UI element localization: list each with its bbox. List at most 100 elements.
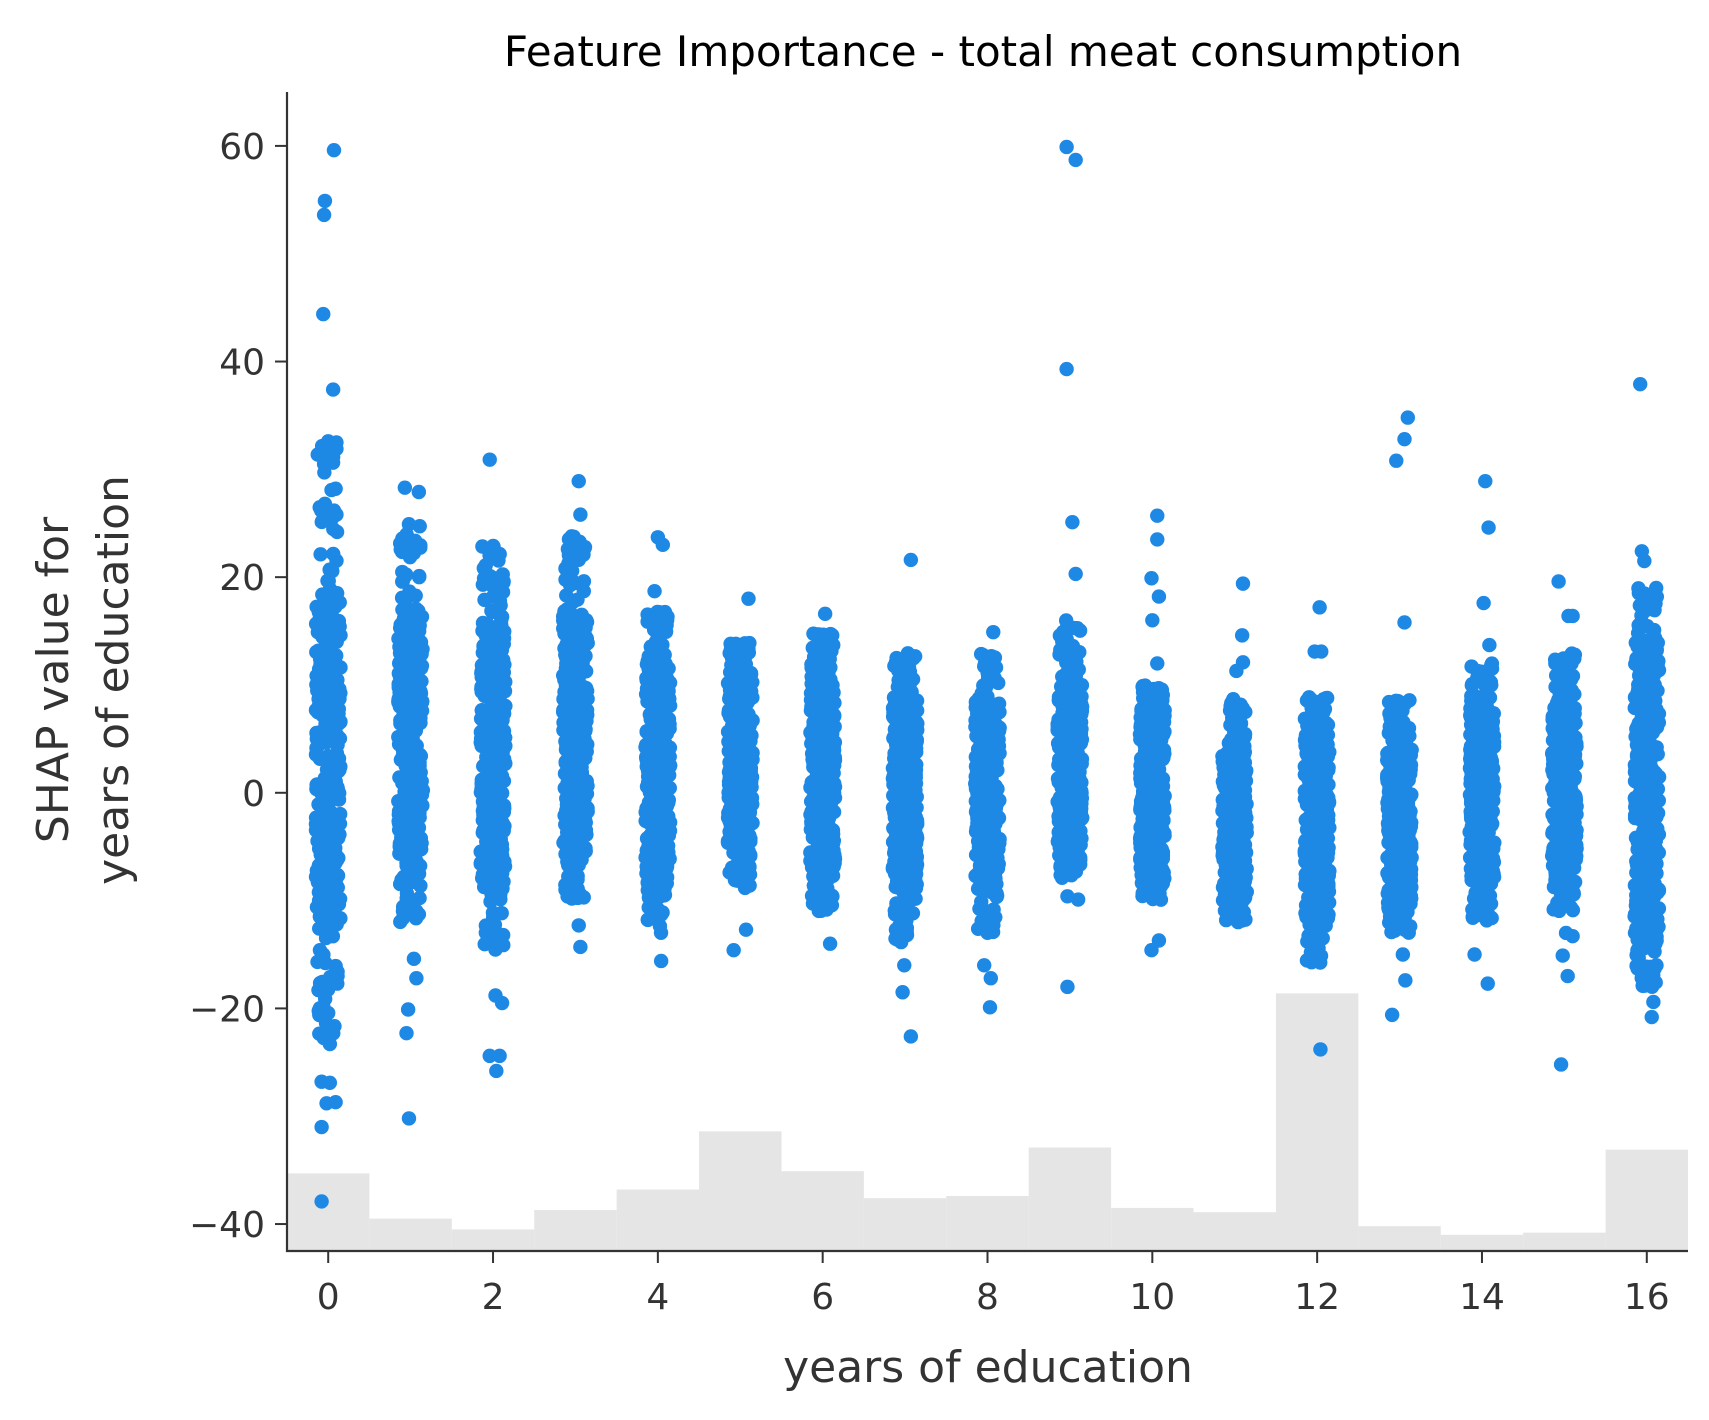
- histogram-bar: [1111, 1207, 1194, 1251]
- data-point: [731, 820, 747, 835]
- data-point: [397, 695, 412, 710]
- data-point: [561, 532, 577, 547]
- data-point: [724, 783, 739, 798]
- data-point: [1052, 790, 1068, 805]
- data-point: [1069, 654, 1084, 669]
- data-point: [978, 828, 994, 843]
- data-point: [1305, 917, 1321, 932]
- histogram-bar: [1028, 1147, 1112, 1251]
- histogram-bar: [863, 1198, 947, 1251]
- data-point: [745, 815, 760, 831]
- data-point: [641, 761, 656, 777]
- data-point: [1234, 854, 1250, 869]
- data-point: [1147, 770, 1162, 785]
- histogram-bar: [369, 1218, 452, 1251]
- data-point: [1058, 826, 1074, 841]
- data-point: [1314, 850, 1329, 865]
- data-point: [485, 852, 500, 867]
- data-point: [1225, 710, 1240, 726]
- data-point: [486, 937, 501, 953]
- histogram-bar: [1605, 1149, 1688, 1251]
- data-point: [909, 833, 924, 848]
- data-point: [560, 608, 576, 623]
- data-point: [1229, 881, 1244, 896]
- data-point: [1309, 776, 1325, 792]
- data-point: [329, 852, 345, 868]
- data-point: [1300, 934, 1315, 949]
- data-point: [332, 691, 347, 707]
- data-point: [816, 726, 831, 741]
- data-point: [497, 683, 513, 699]
- data-point: [1137, 861, 1153, 876]
- data-point: [559, 825, 575, 840]
- data-point: [653, 925, 669, 940]
- data-point: [816, 837, 832, 853]
- data-point: [1303, 809, 1318, 825]
- data-point: [1153, 822, 1168, 838]
- data-point: [483, 546, 499, 562]
- data-point: [895, 683, 910, 698]
- data-point: [1233, 697, 1248, 713]
- data-point: [1061, 733, 1076, 749]
- data-point: [310, 675, 325, 690]
- data-point: [477, 718, 492, 733]
- data-point: [331, 621, 346, 636]
- data-point: [1068, 849, 1083, 865]
- histogram-bar: [451, 1229, 535, 1251]
- data-point: [814, 883, 829, 899]
- data-point: [487, 917, 503, 932]
- data-point: [558, 877, 573, 893]
- data-point: [892, 713, 907, 728]
- data-point: [724, 650, 740, 666]
- data-point: [1217, 764, 1233, 780]
- data-point: [322, 587, 338, 602]
- data-point: [972, 747, 987, 762]
- data-point: [1135, 885, 1150, 901]
- data-point: [1153, 892, 1169, 907]
- data-point: [326, 546, 341, 562]
- data-point: [640, 912, 656, 927]
- data-point: [333, 759, 348, 774]
- data-point: [308, 616, 324, 632]
- data-point: [578, 723, 593, 739]
- data-point: [740, 730, 755, 746]
- data-point: [322, 834, 338, 850]
- data-point: [638, 687, 654, 702]
- histogram-bar: [616, 1189, 700, 1251]
- data-point: [398, 591, 414, 607]
- data-point: [1235, 912, 1250, 927]
- histogram-bar: [1440, 1234, 1524, 1251]
- data-point: [314, 514, 329, 530]
- data-point: [1151, 741, 1167, 756]
- data-point: [329, 657, 344, 672]
- data-point: [484, 621, 500, 637]
- data-point: [394, 804, 410, 819]
- data-point: [493, 830, 508, 846]
- data-point: [1234, 895, 1249, 910]
- data-point: [475, 657, 491, 672]
- data-point: [657, 713, 673, 728]
- data-point: [640, 607, 655, 622]
- data-point: [564, 636, 579, 652]
- data-point: [474, 772, 490, 788]
- data-point: [477, 688, 492, 704]
- data-point: [319, 723, 334, 739]
- data-point: [822, 824, 837, 839]
- data-point: [408, 911, 424, 926]
- data-point: [412, 568, 427, 584]
- data-point: [318, 930, 334, 946]
- data-point: [643, 722, 658, 737]
- data-point: [1303, 877, 1318, 892]
- histogram-bar: [699, 1131, 782, 1251]
- data-point: [982, 766, 997, 782]
- data-point: [730, 855, 746, 870]
- histogram-bar: [946, 1196, 1029, 1251]
- data-point: [656, 803, 672, 818]
- data-point: [395, 626, 411, 642]
- data-point: [326, 521, 341, 537]
- data-point: [645, 840, 661, 856]
- histogram-bar: [1523, 1232, 1606, 1251]
- data-point: [314, 689, 329, 704]
- data-point: [1054, 870, 1070, 885]
- data-point: [646, 740, 662, 755]
